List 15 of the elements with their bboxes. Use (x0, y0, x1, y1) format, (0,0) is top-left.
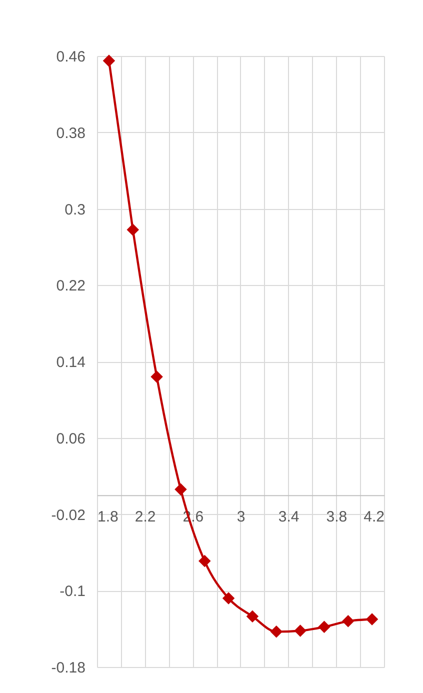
x-tick-label: 1.8 (98, 508, 118, 526)
y-tick-label: 0.22 (56, 278, 86, 295)
y-tick-label: 0.38 (56, 124, 86, 142)
y-tick-label: 0.3 (64, 201, 86, 218)
y-tick-label: 0.14 (56, 354, 86, 371)
y-tick-label: 0.46 (56, 48, 86, 66)
y-tick-label: -0.1 (60, 583, 86, 600)
y-tick-label: -0.18 (51, 660, 86, 676)
x-tick-label: 3.4 (278, 508, 300, 526)
x-tick-label: 4.2 (364, 508, 384, 526)
x-tick-label: 3 (236, 508, 246, 526)
x-tick-label: 2.2 (134, 508, 156, 526)
x-tick-label: 3.8 (326, 508, 348, 526)
y-tick-label: 0.06 (56, 430, 86, 448)
y-tick-label: -0.02 (51, 506, 86, 524)
